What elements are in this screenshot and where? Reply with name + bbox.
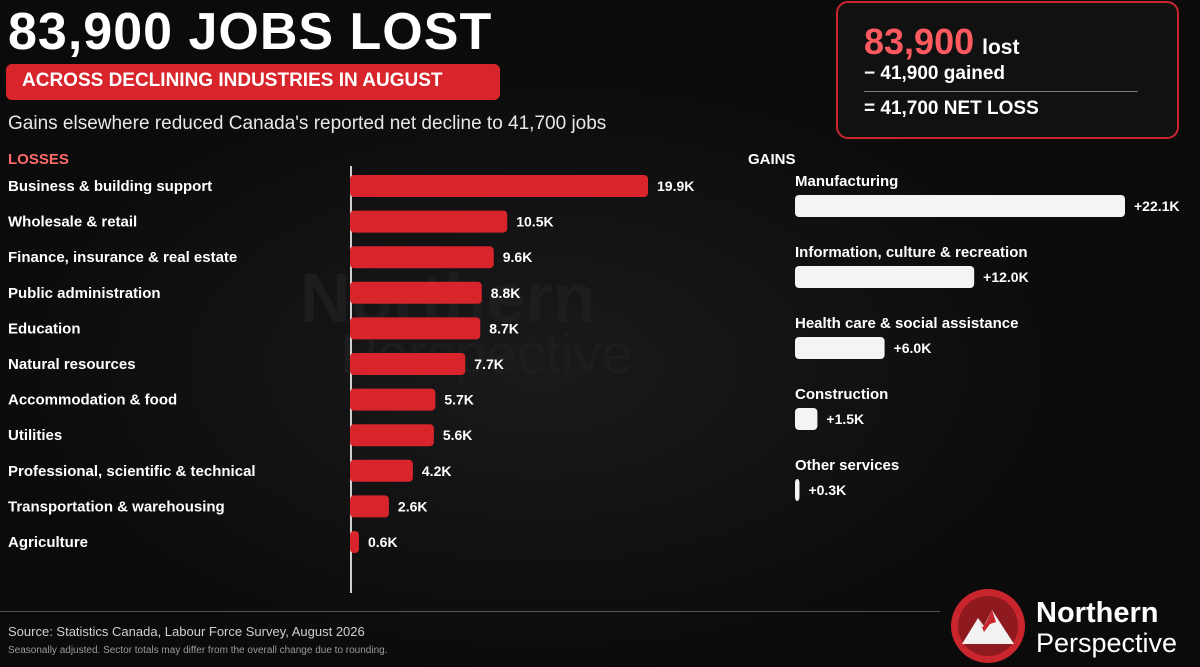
loss-value-label: 7.7K [474,356,504,372]
loss-bar [350,459,413,482]
loss-bar [350,353,466,375]
source-note: Source: Statistics Canada, Labour Force … [8,624,365,639]
gains-chart: Manufacturing +22.1K Information, culture … [795,173,1180,501]
loss-bar [350,175,648,197]
gain-bar [795,195,1125,217]
loss-bar [350,210,508,233]
loss-category-label: Utilities [8,427,62,444]
loss-category-label: Transportation & warehousing [8,498,225,515]
headline: 83,900 JOBS LOST [8,3,493,61]
gain-category-label: Information, culture & recreation [795,244,1028,261]
loss-bar [350,424,434,447]
losses-chart: Business & building support 19.9K Wholesal… [8,175,694,553]
loss-value-label: 5.7K [444,392,474,408]
gain-value-label: +6.0K [894,340,932,356]
loss-category-label: Accommodation & food [8,392,177,409]
loss-value-label: 8.7K [489,320,519,336]
loss-bar [350,317,481,340]
loss-category-label: Professional, scientific & technical [8,463,256,480]
loss-category-label: Education [8,320,81,337]
gain-value-label: +1.5K [826,411,864,427]
summary-lost-row: 83,900 lost [864,21,1019,63]
gain-category-label: Construction [795,386,888,403]
loss-value-label: 4.2K [422,463,452,479]
loss-value-label: 9.6K [503,249,533,265]
gain-value-label: +12.0K [983,269,1029,285]
logo-line1: Northern [1036,597,1159,629]
gain-value-label: +22.1K [1134,198,1180,214]
loss-bar [350,388,436,411]
gains-title: GAINS [748,151,796,168]
losses-axis-line [350,166,352,593]
loss-bar [350,281,482,304]
summary-lost-value: 83,900 [864,21,975,62]
loss-bar [350,495,389,518]
logo-line2: Perspective [1036,628,1178,658]
summary-box: 83,900 lost − 41,900 gained = 41,700 NET … [836,1,1179,139]
gain-category-label: Health care & social assistance [795,315,1018,332]
subhead-banner: ACROSS DECLINING INDUSTRIES IN AUGUST [6,64,500,100]
gain-bar [795,408,818,430]
summary-net-loss: = 41,700 NET LOSS [864,98,1039,119]
gain-bar [795,337,885,359]
gain-category-label: Manufacturing [795,173,898,190]
footnote: Seasonally adjusted. Sector totals may d… [8,645,388,656]
summary-lost-word: lost [982,36,1020,59]
gain-category-label: Other services [795,457,899,474]
logo-mountain-icon [951,589,1025,663]
loss-bar [350,531,359,553]
loss-value-label: 0.6K [368,534,398,550]
loss-value-label: 10.5K [516,214,553,230]
gain-bar [795,266,975,288]
tagline: Gains elsewhere reduced Canada's reporte… [8,113,607,134]
loss-category-label: Wholesale & retail [8,214,137,231]
footer-divider [0,611,940,612]
loss-value-label: 19.9K [657,178,694,194]
loss-category-label: Agriculture [8,534,88,551]
logo-wordmark: Northern Perspective [1036,598,1177,658]
gain-value-label: +0.3K [808,482,846,498]
loss-category-label: Natural resources [8,356,136,373]
summary-divider [864,91,1138,92]
loss-value-label: 5.6K [443,427,473,443]
loss-category-label: Public administration [8,285,161,302]
losses-title: LOSSES [8,151,69,168]
loss-value-label: 8.8K [491,285,521,301]
loss-category-label: Finance, insurance & real estate [8,249,237,266]
loss-value-label: 2.6K [398,498,428,514]
loss-bar [350,246,494,269]
summary-gained: − 41,900 gained [864,63,1005,84]
gain-bar [795,479,800,501]
loss-category-label: Business & building support [8,178,212,195]
